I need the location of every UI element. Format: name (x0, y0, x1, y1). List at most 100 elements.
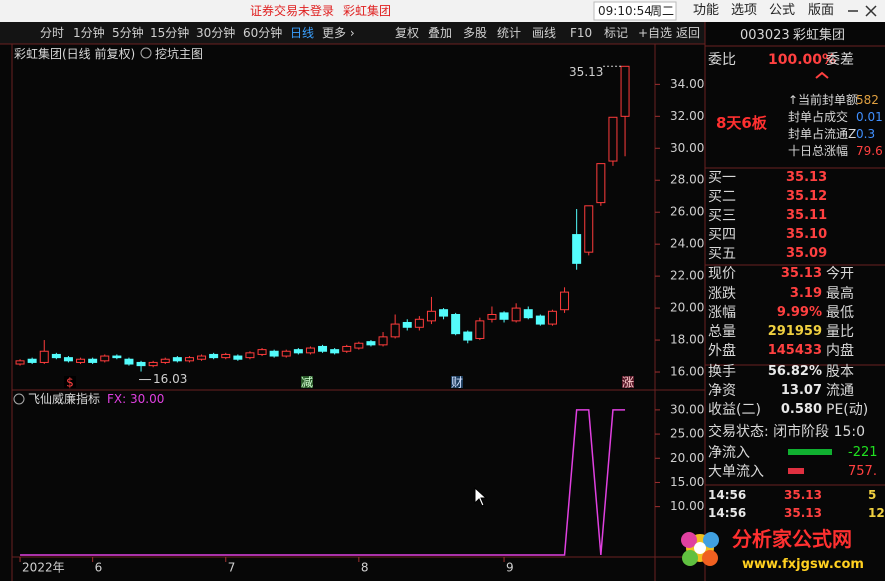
candle-body (88, 358, 98, 363)
stat-label: 量比 (826, 324, 854, 340)
candle-body (124, 358, 134, 365)
clock: 09:10:54 (598, 4, 652, 18)
y-tick-label: 24.00 (670, 237, 704, 251)
candle-body (342, 345, 352, 352)
tool-button[interactable]: F10 (570, 26, 593, 40)
stat-label: 收益(二) (708, 402, 761, 418)
candle-body (560, 291, 570, 311)
high-label: 35.13 (569, 65, 603, 79)
collapse-icon[interactable] (140, 47, 152, 59)
menu-item[interactable]: 选项 (731, 3, 758, 18)
event-marker: 减 (301, 376, 313, 390)
event-badge (301, 376, 313, 388)
bid-label: 买二 (708, 189, 736, 205)
x-tick-label: 2022年 (22, 561, 65, 575)
period-tab[interactable]: 分时 (40, 26, 65, 40)
candle-body (378, 336, 388, 346)
y-tick-label: 30.00 (670, 141, 704, 155)
stat-label: 股本 (826, 364, 854, 380)
candle-body (584, 205, 594, 253)
trade-volume: 5 (868, 488, 877, 502)
candle-body (402, 321, 412, 328)
candle-body (390, 323, 400, 338)
trade-price: 35.13 (784, 488, 822, 502)
tool-button[interactable]: 叠加 (428, 26, 453, 40)
tool-button[interactable]: 返回 (676, 26, 701, 40)
period-tab[interactable]: 日线 (290, 26, 315, 40)
candle-body (136, 361, 146, 367)
trade-time: 14:56 (708, 488, 747, 502)
indicator-legend: FX: 30.00 (107, 392, 165, 406)
weekday: 周二 (650, 4, 675, 18)
candle-body (39, 350, 49, 363)
tool-button[interactable]: 画线 (532, 26, 557, 40)
stock-name: 彩虹集团 (343, 4, 392, 18)
period-tab[interactable]: 5分钟 (112, 26, 144, 40)
flow-label: 大单流入 (708, 464, 764, 480)
stat-value: 56.82% (767, 364, 822, 379)
trade-volume: 12 (868, 506, 885, 520)
event-badge (451, 376, 463, 388)
tool-button[interactable]: 多股 (463, 26, 488, 40)
x-tick-label: 8 (361, 561, 369, 575)
seal-label: ↑当前封单额 (788, 93, 859, 107)
stat-label: 总量 (708, 324, 736, 340)
trade-time: 14:56 (708, 506, 747, 520)
candle-body (354, 342, 364, 349)
period-tab[interactable]: 60分钟 (243, 26, 283, 40)
stat-value: 0.580 (780, 402, 822, 417)
watermark-logo (681, 532, 719, 566)
event-badge (622, 376, 634, 388)
stat-label: PE(动) (826, 402, 869, 418)
bid-label: 买五 (708, 246, 736, 262)
y-tick-label: 18.00 (670, 333, 704, 347)
candle-body (221, 353, 231, 359)
bid-price: 35.10 (786, 227, 828, 242)
period-tab[interactable]: 1分钟 (73, 26, 105, 40)
y-tick-label: 25.00 (670, 427, 704, 441)
candle-body (318, 345, 328, 352)
watermark-title: 分析家公式网 (732, 527, 852, 551)
candle-body (535, 315, 545, 325)
event-badge (64, 376, 76, 388)
indicator-line (20, 409, 626, 556)
seal-value: 582 (856, 93, 879, 107)
tool-button[interactable]: 统计 (497, 26, 522, 40)
period-tab[interactable]: 15分钟 (150, 26, 190, 40)
candle-body (233, 355, 243, 360)
collapse-icon[interactable] (13, 393, 25, 405)
tool-button[interactable]: 标记 (604, 26, 629, 40)
tool-button[interactable]: +自选 (638, 26, 673, 40)
candle-body (487, 313, 497, 320)
candle-body (51, 353, 61, 359)
candle-body (511, 307, 521, 322)
close-icon[interactable] (865, 5, 877, 17)
ratio-diff-label: 委差 (826, 52, 854, 68)
bid-label: 买四 (708, 227, 736, 243)
stat-value: 9.99% (776, 305, 822, 320)
period-tab[interactable]: 更多 › (322, 26, 355, 40)
stat-label: 最低 (826, 305, 854, 321)
menu-item[interactable]: 版面 (808, 3, 835, 18)
menu-item[interactable]: 功能 (693, 3, 720, 18)
candle-body (184, 357, 194, 362)
candle-body (15, 360, 25, 365)
tool-button[interactable]: 复权 (395, 26, 420, 40)
candle-body (330, 349, 340, 354)
status-text: 证券交易未登录 (250, 4, 335, 18)
menu-item[interactable]: 公式 (769, 3, 796, 18)
clock-box (593, 1, 677, 21)
chart-title: 彩虹集团(日线 前复权) (14, 47, 136, 61)
candle-body (257, 349, 267, 355)
x-tick-label: 9 (506, 561, 514, 575)
stock-code: 003023 (740, 28, 790, 43)
bid-label: 买一 (708, 170, 736, 186)
stat-value: 291959 (767, 324, 822, 339)
candle-body (269, 350, 279, 357)
stat-label: 换手 (708, 364, 736, 380)
candle-body (463, 331, 473, 341)
candle-body (414, 318, 424, 328)
candle-body (426, 310, 436, 322)
period-tab[interactable]: 30分钟 (196, 26, 236, 40)
